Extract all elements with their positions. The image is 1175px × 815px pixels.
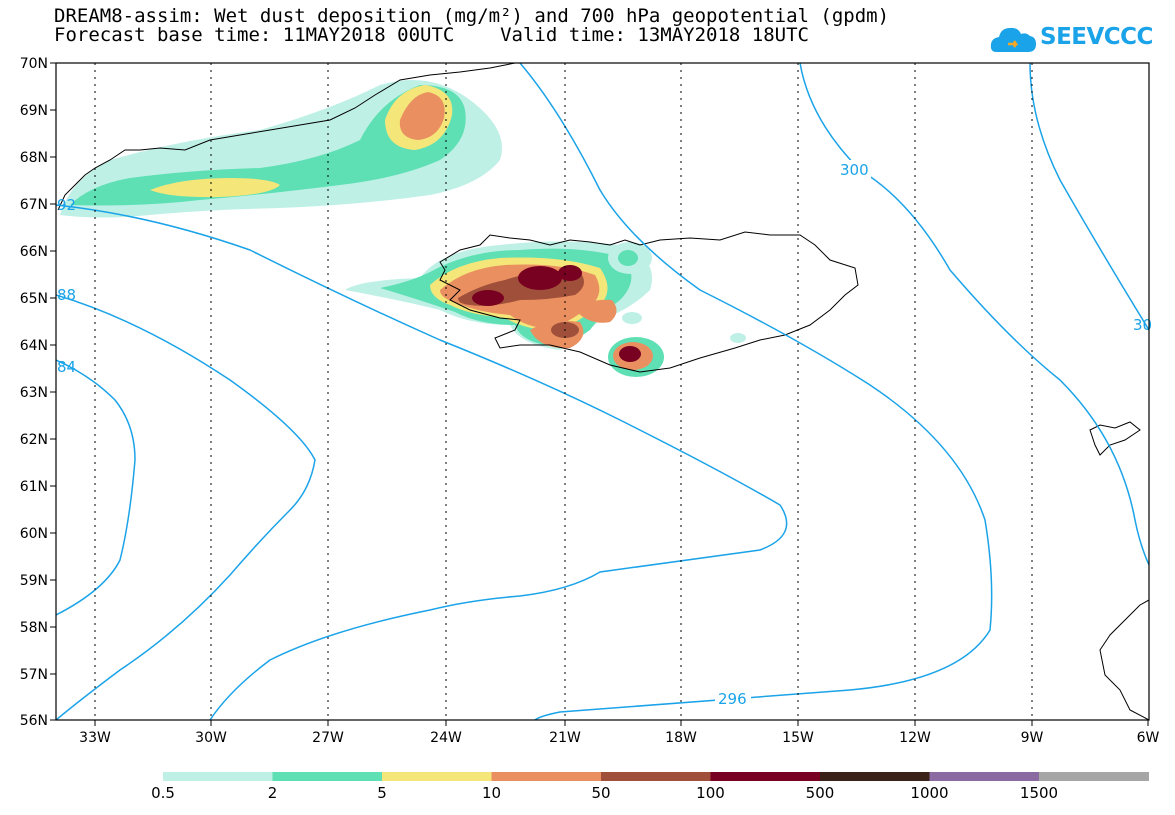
contour-label-88: 88 — [57, 286, 76, 304]
scotland-coast — [1099, 599, 1149, 720]
dust-core-2 — [558, 265, 582, 281]
dust-band-yellow — [150, 178, 280, 198]
lon-label: 6W — [1137, 730, 1160, 746]
lon-ticks — [94, 720, 1149, 726]
contour-label-300: 300 — [840, 161, 869, 179]
colorbar-label: 10 — [481, 784, 502, 802]
lon-label: 27W — [312, 730, 344, 746]
colorbar-swatch — [929, 772, 1040, 781]
lon-label: 12W — [899, 730, 931, 746]
latitude-labels: 70N 69N 68N 67N 66N 65N 64N 63N 62N 61N … — [20, 56, 56, 729]
dust-deposition-field — [60, 80, 746, 377]
contour-label-84: 84 — [57, 358, 76, 376]
colorbar-label: 1000 — [910, 784, 949, 802]
lon-label: 30W — [195, 730, 227, 746]
colorbar-swatch — [491, 772, 602, 781]
lat-label: 70N — [20, 56, 48, 72]
longitude-labels: 33W 30W 27W 24W 21W 18W 15W 12W 9W 6W — [79, 730, 1159, 746]
dust-band-orange — [399, 92, 445, 140]
contour-label-92: 92 — [57, 196, 76, 214]
colorbar — [163, 772, 1149, 781]
lon-label: 21W — [549, 730, 581, 746]
lat-label: 67N — [20, 197, 48, 213]
contour-300-east — [799, 63, 1149, 566]
lon-label: 24W — [430, 730, 462, 746]
cloud-icon — [990, 27, 1036, 52]
colorbar-label: 2 — [267, 784, 278, 802]
lon-label: 18W — [665, 730, 697, 746]
colorbar-label: 50 — [591, 784, 611, 802]
colorbar-label: 100 — [696, 784, 725, 802]
lat-label: 62N — [20, 432, 48, 448]
colorbar-label: 0.5 — [151, 784, 175, 802]
dust-se-core — [619, 346, 641, 362]
colorbar-swatch — [272, 772, 383, 781]
lat-label: 69N — [20, 103, 48, 119]
colorbar-swatch — [1039, 772, 1149, 781]
lon-label: 9W — [1021, 730, 1044, 746]
lat-label: 61N — [20, 479, 48, 495]
contour-88 — [56, 294, 316, 720]
dust-core-1 — [518, 266, 562, 290]
contour-label-296: 296 — [718, 690, 747, 708]
colorbar-swatch — [710, 772, 821, 781]
graticule — [94, 63, 1033, 720]
colorbar-swatch — [163, 772, 273, 781]
dust-band-light2 — [205, 150, 290, 164]
colorbar-label: 1500 — [1019, 784, 1059, 802]
lat-label: 64N — [20, 338, 48, 354]
map-title-line1: DREAM8-assim: Wet dust deposition (mg/m²… — [54, 5, 890, 27]
contour-84 — [56, 359, 136, 616]
map-title-line2: Forecast base time: 11MAY2018 00UTC Vali… — [54, 24, 809, 46]
iceland-coast — [439, 231, 859, 373]
lat-label: 66N — [20, 244, 48, 260]
colorbar-swatch — [601, 772, 711, 781]
dust-east-green — [618, 250, 638, 266]
lat-label: 56N — [20, 713, 48, 729]
lat-label: 57N — [20, 667, 48, 683]
contour-30-east — [1029, 63, 1149, 331]
lon-label: 33W — [79, 730, 111, 746]
coastlines — [57, 63, 1149, 720]
colorbar-label: 500 — [805, 784, 835, 802]
colorbar-swatch — [820, 772, 930, 781]
faroe-islands-coast — [1089, 421, 1141, 456]
dust-speck — [622, 312, 642, 324]
dust-core-3 — [472, 290, 504, 306]
colorbar-label: 5 — [377, 784, 387, 802]
lat-label: 60N — [20, 526, 48, 542]
logo-text: SEEVCCC — [1040, 24, 1153, 50]
lat-label: 68N — [20, 150, 48, 166]
contour-label-30: 30 — [1133, 316, 1152, 334]
lat-label: 59N — [20, 573, 48, 589]
contour-300 — [519, 63, 993, 720]
colorbar-swatch — [382, 772, 492, 781]
lat-label: 63N — [20, 385, 48, 401]
lat-label: 58N — [20, 620, 48, 636]
dust-band-mid — [70, 85, 466, 206]
greenland-coast — [57, 63, 516, 211]
lat-ticks — [50, 109, 56, 721]
dust-speck2 — [730, 333, 746, 343]
lon-label: 15W — [782, 730, 814, 746]
dust-mid-orange — [575, 299, 617, 323]
lat-label: 65N — [20, 291, 48, 307]
contour-labels: 300 296 92 88 84 30 — [57, 160, 1152, 708]
